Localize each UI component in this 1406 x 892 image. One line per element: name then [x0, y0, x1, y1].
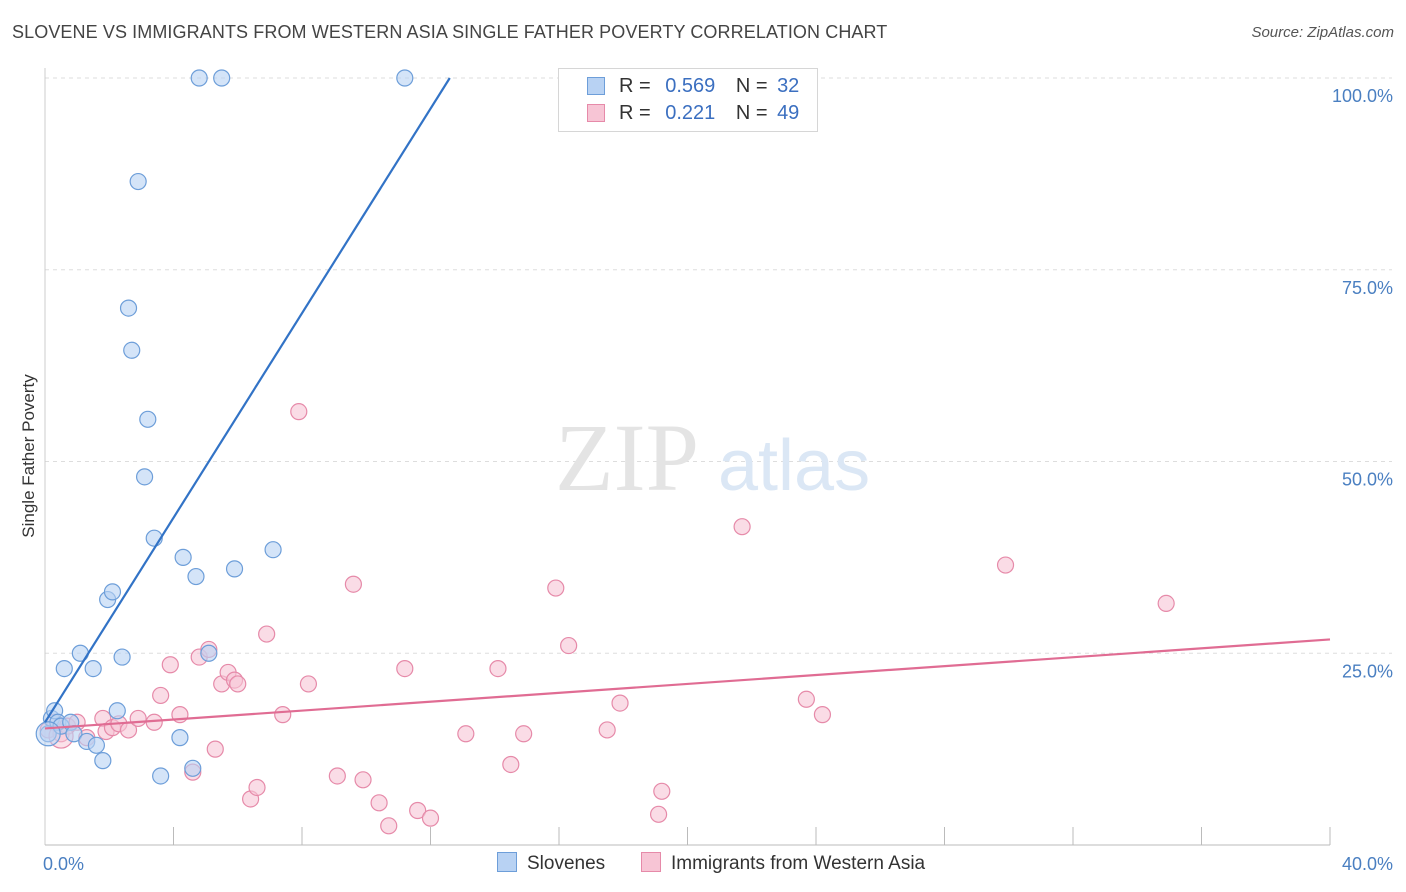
- y-axis-label: Single Father Poverty: [19, 374, 38, 538]
- data-point: [421, 809, 440, 827]
- data-point: [108, 702, 126, 720]
- x-tick-label-max: 40.0%: [1342, 854, 1393, 874]
- data-point: [396, 659, 414, 678]
- data-point: [258, 625, 276, 643]
- data-point: [206, 740, 224, 758]
- data-point: [409, 801, 427, 820]
- data-point: [515, 725, 533, 743]
- data-point: [274, 706, 292, 724]
- data-point: [328, 767, 346, 785]
- stats-legend: R = 0.569 N = 32 R = 0.221 N = 49: [558, 68, 818, 132]
- chart-title: SLOVENE VS IMMIGRANTS FROM WESTERN ASIA …: [12, 22, 888, 42]
- data-point: [611, 694, 629, 712]
- bottom-legend-label: Immigrants from Western Asia: [671, 853, 926, 874]
- watermark-atlas: atlas: [718, 426, 870, 506]
- legend-r-label: R =: [619, 102, 651, 124]
- data-point: [174, 548, 192, 566]
- data-point: [184, 759, 202, 777]
- data-point: [649, 805, 668, 823]
- data-point: [1157, 594, 1175, 612]
- data-point: [396, 69, 414, 87]
- data-point: [225, 560, 244, 578]
- data-point: [190, 69, 208, 87]
- data-point: [103, 583, 122, 601]
- data-point: [502, 755, 520, 774]
- data-point: [84, 659, 102, 678]
- watermark: ZIP atlas: [555, 404, 870, 511]
- data-point: [94, 752, 112, 770]
- data-point: [113, 648, 131, 666]
- data-point: [370, 794, 388, 812]
- data-point: [489, 659, 507, 678]
- data-point: [813, 706, 832, 724]
- data-point: [264, 541, 282, 559]
- data-point: [344, 575, 362, 593]
- legend-r-value: 0.569: [665, 75, 716, 97]
- data-point: [354, 771, 372, 789]
- bottom-legend-label: Slovenes: [527, 853, 606, 874]
- data-point: [87, 736, 106, 754]
- bottom-legend-swatch-blue: [497, 852, 517, 872]
- legend-n-label: N =: [735, 75, 768, 97]
- legend-swatch-blue: [587, 77, 605, 95]
- data-point: [598, 721, 616, 739]
- legend-n-value: 49: [777, 102, 800, 124]
- data-point: [161, 656, 179, 674]
- y-tick-label: 50.0%: [1342, 470, 1393, 490]
- data-point-cluster: [35, 721, 61, 747]
- slovenes-points: [35, 69, 414, 785]
- data-point: [797, 690, 815, 708]
- data-point: [129, 172, 147, 191]
- y-tick-label: 100.0%: [1332, 86, 1393, 106]
- data-point: [733, 518, 751, 536]
- legend-r-value: 0.221: [665, 102, 716, 124]
- legend-n-label: N =: [735, 102, 768, 124]
- watermark-zip: ZIP: [555, 404, 699, 511]
- data-point: [135, 468, 154, 486]
- data-point: [457, 725, 475, 743]
- data-point: [560, 636, 578, 655]
- data-point: [213, 69, 231, 87]
- data-point: [152, 767, 170, 785]
- data-point: [152, 686, 170, 705]
- data-point: [299, 675, 318, 693]
- legend-r-label: R =: [619, 75, 651, 97]
- data-point: [55, 659, 73, 678]
- data-point: [547, 579, 565, 597]
- data-point: [290, 403, 308, 421]
- bottom-legend-swatch-pink: [641, 852, 661, 872]
- data-point: [129, 709, 147, 728]
- legend-swatch-pink: [587, 104, 605, 122]
- data-point: [200, 644, 218, 662]
- data-point: [996, 556, 1015, 574]
- y-tick-label: 75.0%: [1342, 278, 1393, 298]
- legend-n-value: 32: [777, 75, 800, 97]
- grid-lines: [45, 77, 1392, 654]
- trend-lines: [44, 77, 1331, 730]
- data-point: [119, 299, 138, 317]
- data-point: [139, 410, 157, 428]
- y-tick-label: 25.0%: [1342, 661, 1393, 681]
- bottom-legend-slovenes: Slovenes: [497, 852, 605, 875]
- data-point: [187, 567, 205, 586]
- data-point: [248, 778, 266, 797]
- trend-line-immigrants: [44, 638, 1331, 730]
- data-point: [123, 341, 141, 359]
- data-point: [229, 675, 247, 693]
- data-point: [653, 782, 671, 800]
- data-point: [171, 729, 189, 747]
- trend-line-slovenes: [44, 77, 451, 723]
- bottom-legend-immigrants: Immigrants from Western Asia: [641, 852, 925, 875]
- tick-labels: 100.0% 75.0% 50.0% 25.0% 0.0% 40.0%: [43, 86, 1393, 874]
- data-point: [380, 817, 398, 835]
- source-label: Source: ZipAtlas.com: [1251, 24, 1394, 41]
- x-tick-label-min: 0.0%: [43, 854, 84, 874]
